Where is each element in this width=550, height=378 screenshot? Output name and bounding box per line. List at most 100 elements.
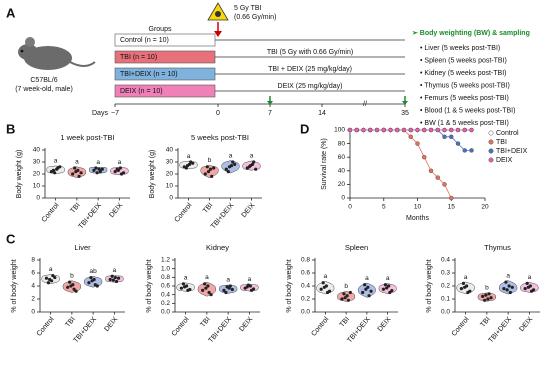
data-point	[469, 148, 474, 153]
y-tick-label: 40	[338, 168, 346, 175]
group-label: TBI (n = 10)	[120, 54, 157, 61]
mouse-label: C57BL/6	[30, 77, 57, 84]
y-tick-label: 20	[338, 181, 346, 188]
data-point	[322, 285, 326, 289]
y-tick-label: 0.4	[441, 257, 450, 264]
data-point	[44, 276, 49, 280]
data-point	[395, 127, 400, 133]
data-point	[422, 127, 427, 133]
x-tick-label: DEIX	[377, 316, 393, 333]
data-point	[98, 170, 102, 174]
chart-title: Kidney	[206, 243, 229, 252]
significance-letter: a	[464, 274, 468, 281]
data-point	[230, 287, 234, 292]
group-label: DEIX (n = 10)	[120, 88, 163, 95]
data-point	[222, 288, 226, 292]
x-tick-label: 15	[448, 204, 456, 211]
data-point	[484, 293, 488, 297]
data-point	[422, 154, 427, 160]
axis-break: //	[363, 101, 367, 108]
data-point	[89, 275, 93, 280]
data-point	[340, 297, 344, 301]
data-point	[203, 172, 207, 176]
irradiation-label: (0.66 Gy/min)	[234, 14, 276, 21]
data-point	[69, 284, 73, 288]
data-point	[381, 287, 386, 291]
data-point	[72, 287, 76, 291]
data-point	[110, 274, 114, 278]
data-point	[369, 289, 373, 293]
data-point	[442, 182, 447, 187]
data-point	[179, 286, 184, 290]
y-tick-label: 0.3	[441, 270, 450, 277]
y-tick-label: 0	[341, 195, 345, 202]
sampling-arrows	[267, 96, 408, 105]
sampling-item: • Spleen (5 weeks post-TBI)	[420, 57, 507, 64]
x-tick-label: Control	[174, 202, 194, 224]
x-tick-label: 5	[382, 204, 386, 211]
y-tick-label: 0.6	[161, 283, 170, 290]
significance-letter: b	[485, 285, 489, 292]
significance-letter: b	[208, 157, 212, 164]
y-tick-label: 8	[31, 257, 35, 264]
y-tick-label: 0.2	[161, 300, 170, 307]
data-point	[210, 174, 214, 178]
sampling-item: • Blood (1 & 5 weeks post-TBI)	[420, 107, 515, 114]
data-point	[233, 162, 237, 166]
data-point	[225, 285, 229, 289]
data-point	[361, 127, 366, 133]
data-point	[343, 296, 347, 300]
data-point	[118, 166, 122, 170]
data-point	[387, 284, 391, 288]
data-point	[95, 284, 99, 288]
sampling-item: • BW (1 & 5 weeks post-TBI)	[420, 120, 509, 127]
data-point	[449, 127, 454, 133]
data-point	[66, 285, 70, 289]
y-axis-label: % of body weight	[426, 259, 433, 312]
data-point	[347, 127, 353, 133]
data-point	[483, 298, 487, 302]
group-label: TBI+DEIX (n = 10)	[120, 71, 178, 78]
data-point	[442, 134, 447, 140]
data-point	[327, 289, 332, 293]
legend-label: TBI	[496, 139, 507, 146]
data-point	[201, 288, 205, 292]
day-label: 7	[268, 110, 272, 117]
y-tick-label: 10	[166, 183, 174, 190]
y-tick-label: 1.0	[161, 265, 170, 272]
x-tick-label: TBI+DEIX	[78, 202, 104, 231]
data-point	[113, 275, 117, 280]
treatment-label: TBI + DEIX (25 mg/kg/day)	[268, 66, 352, 73]
radiation-icon	[207, 2, 229, 37]
data-point	[204, 286, 208, 290]
x-tick-label: TBI+DEIX	[73, 316, 99, 345]
x-tick-label: TBI	[339, 316, 351, 329]
significance-letter: ab	[90, 268, 98, 275]
data-point	[251, 287, 256, 291]
y-tick-label: 0.8	[161, 274, 170, 281]
significance-letter: b	[70, 272, 74, 279]
y-axis-label: % of body weight	[146, 259, 153, 312]
x-tick-label: TBI	[199, 316, 211, 329]
data-point	[428, 168, 434, 174]
x-tick-label: Control	[451, 316, 471, 338]
data-point	[116, 168, 120, 172]
data-point	[246, 283, 250, 287]
significance-letter: a	[184, 275, 188, 282]
y-axis-label: % of body weight	[286, 259, 293, 312]
legend-marker	[488, 157, 494, 163]
x-tick-label: DEIX	[238, 316, 254, 333]
data-point	[212, 166, 216, 170]
chart-title: Spleen	[345, 243, 368, 252]
data-point	[508, 290, 512, 295]
x-tick-label: 0	[348, 204, 352, 211]
x-tick-label: Control	[171, 316, 191, 338]
data-point	[51, 274, 55, 278]
data-point	[374, 127, 380, 133]
data-point	[383, 283, 388, 287]
violin	[498, 280, 518, 295]
chart-title: Thymus	[484, 243, 511, 252]
data-point	[401, 127, 407, 133]
